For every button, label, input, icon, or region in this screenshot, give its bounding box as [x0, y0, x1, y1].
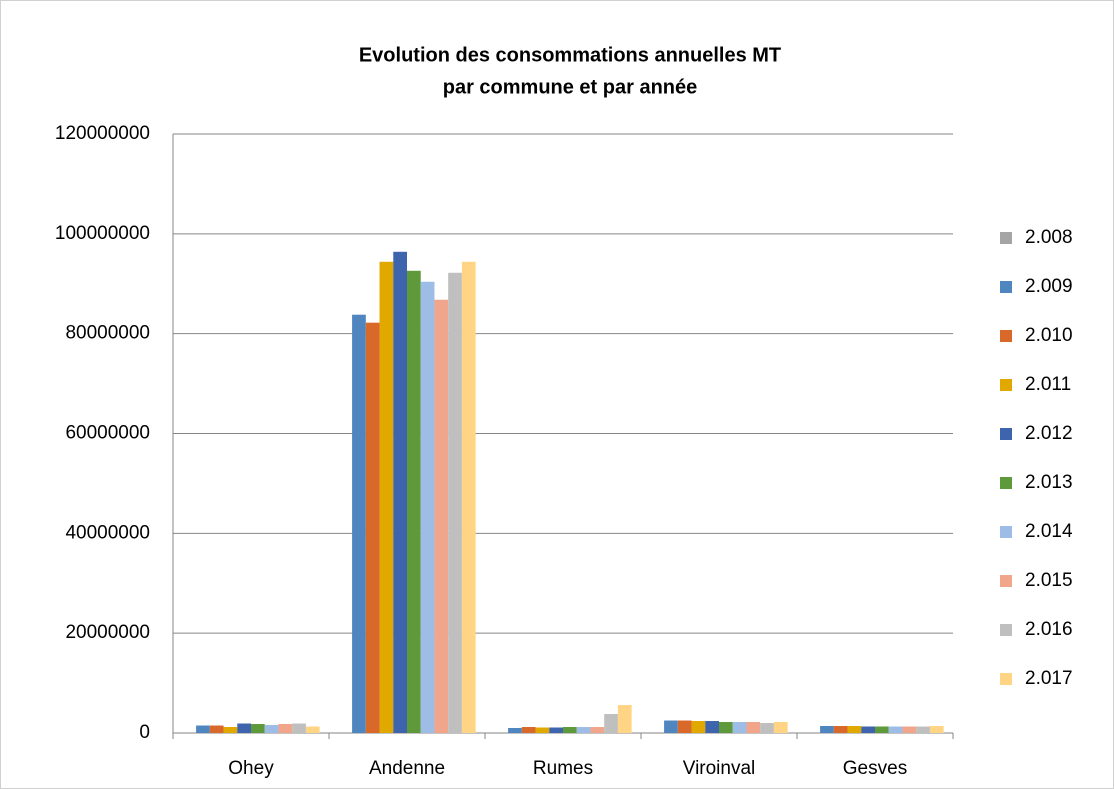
bar	[264, 725, 279, 733]
bar	[929, 726, 944, 733]
bar	[760, 723, 774, 733]
y-tick-label: 0	[139, 722, 150, 743]
legend-swatch	[1000, 232, 1012, 244]
legend-label: 2.017	[1025, 668, 1073, 689]
bar	[223, 727, 238, 733]
legend-swatch	[1000, 477, 1012, 489]
legend-label: 2.013	[1025, 472, 1073, 493]
bar	[617, 705, 632, 733]
bar	[820, 726, 834, 733]
bar	[732, 722, 747, 733]
bar	[292, 723, 306, 733]
bar	[237, 723, 251, 733]
bar	[549, 727, 563, 733]
x-tick-label: Rumes	[533, 758, 593, 779]
bar	[521, 727, 536, 733]
y-tick-label: 20000000	[65, 622, 150, 643]
legend-swatch	[1000, 379, 1012, 391]
x-tick-label: Gesves	[843, 758, 907, 779]
bar	[196, 725, 210, 733]
legend-label: 2.009	[1025, 276, 1073, 297]
bar	[393, 251, 407, 733]
bar	[719, 722, 733, 733]
y-tick-label: 100000000	[55, 223, 150, 244]
bar	[705, 721, 719, 733]
legend-label: 2.010	[1025, 325, 1073, 346]
bar	[365, 322, 380, 733]
bar	[746, 722, 761, 733]
legend-swatch	[1000, 624, 1012, 636]
chart-title: par commune et par année	[443, 76, 698, 98]
legend-label: 2.015	[1025, 570, 1073, 591]
bar	[677, 720, 692, 733]
legend-swatch	[1000, 575, 1012, 587]
bar	[448, 272, 462, 733]
bar	[352, 314, 366, 733]
bar	[902, 726, 917, 733]
bar	[209, 725, 224, 733]
bar	[508, 728, 522, 733]
y-tick-label: 80000000	[65, 323, 150, 344]
bar	[420, 281, 435, 733]
legend-label: 2.016	[1025, 619, 1073, 640]
legend-label: 2.012	[1025, 423, 1073, 444]
x-tick-label: Andenne	[369, 758, 445, 779]
legend-label: 2.011	[1025, 374, 1071, 395]
bar	[305, 726, 320, 733]
legend-swatch	[1000, 281, 1012, 293]
bar	[916, 726, 930, 733]
legend-swatch	[1000, 673, 1012, 685]
bar	[888, 726, 903, 733]
y-tick-label: 120000000	[55, 123, 150, 144]
legend-label: 2.008	[1025, 227, 1073, 248]
chart-title: Evolution des consommations annuelles MT	[359, 44, 781, 66]
legend-swatch	[1000, 330, 1012, 342]
y-tick-label: 60000000	[65, 423, 150, 444]
bar	[379, 261, 394, 733]
bar	[590, 727, 605, 733]
bar	[833, 726, 848, 733]
bar	[861, 726, 875, 733]
bar	[576, 727, 591, 733]
bar	[875, 726, 889, 733]
legend-label: 2.014	[1025, 521, 1073, 542]
bar	[847, 726, 862, 733]
legend-swatch	[1000, 526, 1012, 538]
bar	[535, 727, 550, 733]
y-tick-label: 40000000	[65, 522, 150, 543]
bar	[691, 721, 706, 733]
bar	[434, 299, 449, 733]
bar	[407, 270, 421, 733]
bar	[278, 724, 293, 733]
bar	[664, 720, 678, 733]
x-tick-label: Viroinval	[683, 758, 756, 779]
bar	[773, 722, 788, 733]
legend-swatch	[1000, 428, 1012, 440]
x-tick-label: Ohey	[228, 758, 274, 779]
bar	[563, 727, 577, 733]
bar	[251, 724, 265, 733]
bar	[461, 261, 476, 733]
bar	[604, 714, 618, 733]
